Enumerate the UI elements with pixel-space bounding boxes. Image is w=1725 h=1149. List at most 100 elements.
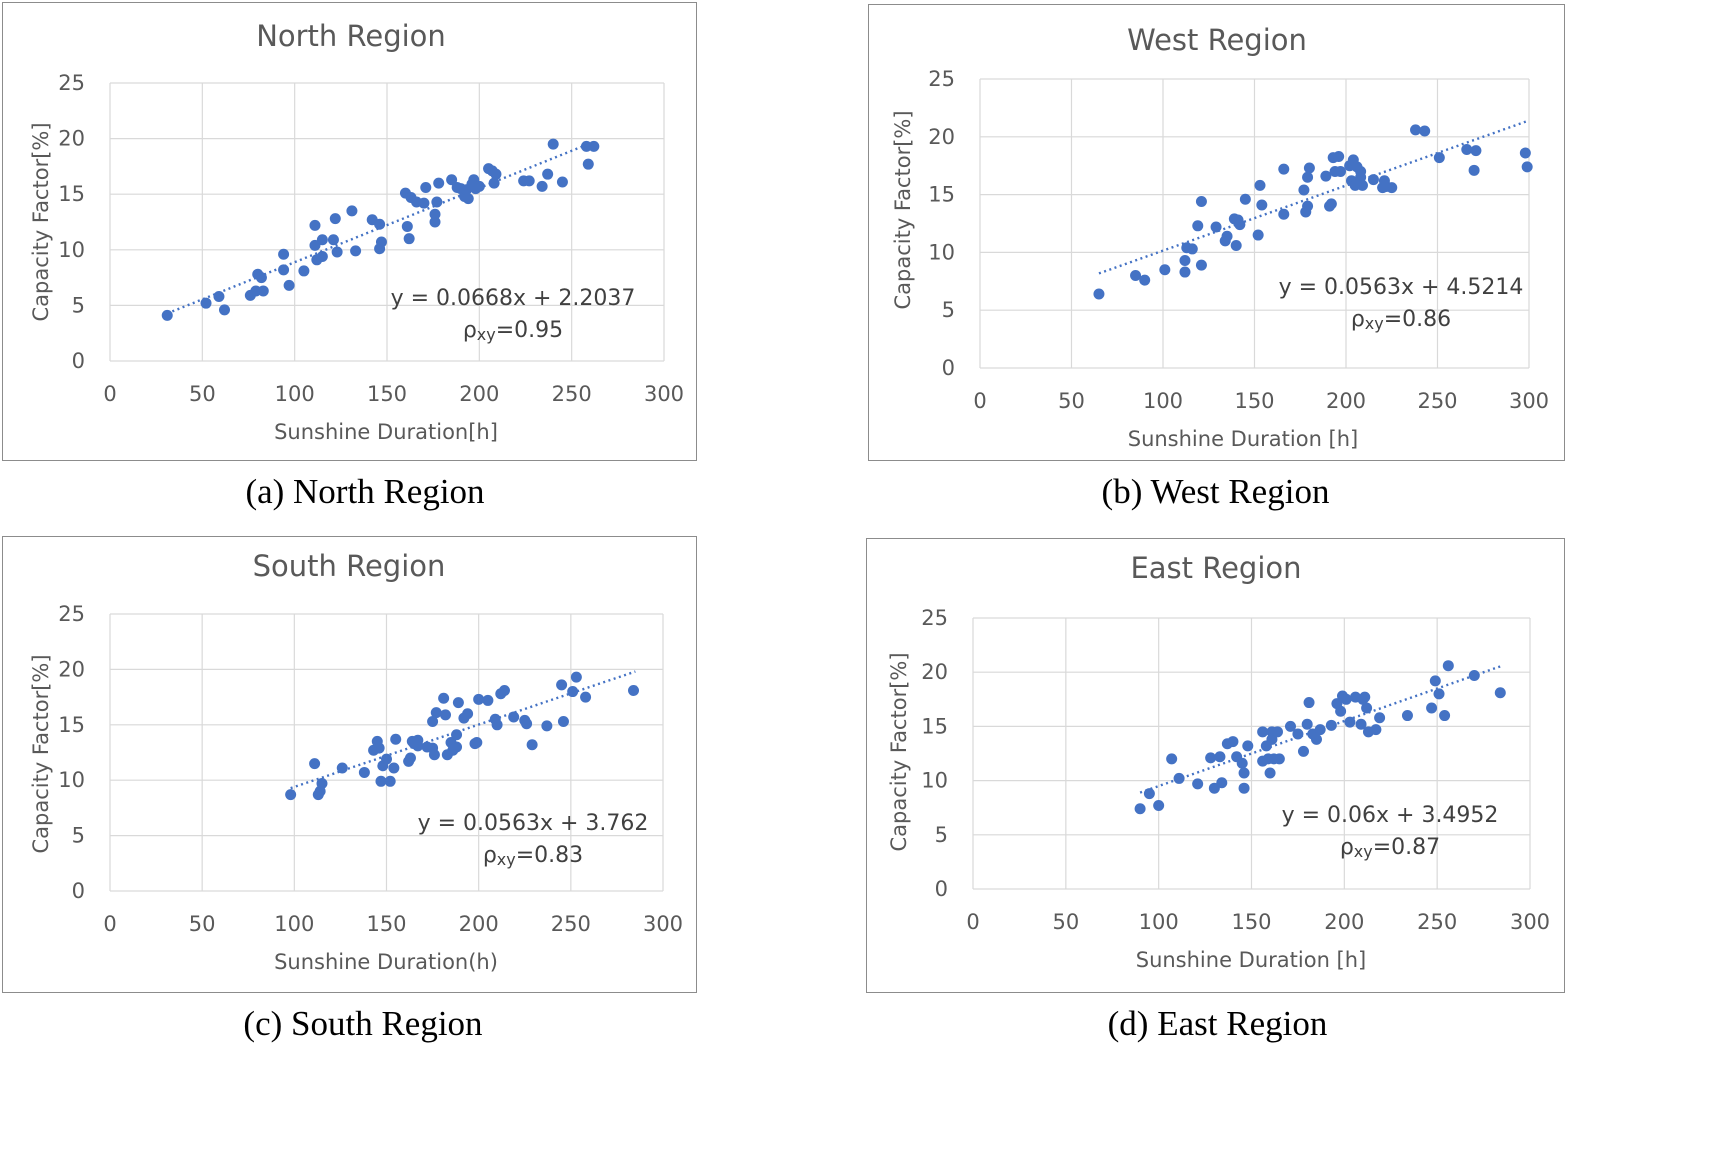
x-tick-label: 250: [552, 382, 592, 406]
data-point: [1370, 724, 1382, 736]
chart-title: East Region: [1130, 551, 1301, 585]
data-point: [433, 177, 445, 189]
data-point: [1173, 772, 1185, 784]
x-tick-label: 250: [1417, 910, 1457, 934]
data-point: [375, 775, 387, 787]
y-tick-label: 5: [942, 298, 955, 322]
x-tick-label: 100: [274, 912, 314, 936]
data-point: [1139, 274, 1151, 286]
data-point: [542, 168, 554, 180]
x-tick-label: 150: [1231, 910, 1271, 934]
y-tick-label: 0: [72, 349, 85, 373]
data-point: [1256, 199, 1268, 211]
data-point: [628, 684, 640, 696]
scatter-chart-north: North Region 0 50 100 150 200 250 300 0 5 10 15 20 25…: [29, 19, 684, 444]
data-point: [1521, 161, 1533, 173]
data-point: [1242, 740, 1254, 752]
data-point: [381, 753, 392, 765]
y-tick-label: 20: [58, 657, 85, 681]
correlation-label: ρxy=0.87: [1340, 835, 1440, 861]
data-point: [491, 719, 503, 731]
y-tick-label: 5: [72, 824, 85, 848]
y-tick-label: 15: [58, 713, 85, 737]
data-point: [390, 733, 402, 745]
data-point: [556, 679, 568, 691]
chart-panel-east: East Region 0 50 100 150 200 250 300 0 5 10 15 20 25 S…: [866, 538, 1565, 993]
data-point: [1266, 733, 1278, 745]
x-tick-label: 200: [1326, 389, 1366, 413]
correlation-label: ρxy=0.95: [463, 318, 563, 344]
data-point: [1468, 669, 1480, 681]
data-point: [375, 236, 387, 248]
x-axis-label: Sunshine Duration [h]: [1128, 427, 1359, 451]
data-point: [1519, 147, 1531, 159]
data-point: [588, 140, 600, 152]
x-tick-label: 200: [459, 912, 499, 936]
data-point: [451, 729, 463, 741]
y-tick-label: 10: [928, 240, 955, 264]
data-point: [523, 175, 535, 187]
data-point: [1216, 777, 1228, 789]
x-tick-label: 150: [366, 912, 406, 936]
x-tick-label: 0: [973, 389, 986, 413]
data-point: [1386, 182, 1398, 194]
x-tick-label: 100: [275, 382, 315, 406]
data-point: [213, 291, 225, 303]
data-point: [1134, 803, 1146, 815]
data-point: [1335, 705, 1347, 717]
y-tick-label: 5: [72, 293, 85, 317]
data-point: [1236, 757, 1248, 769]
data-point: [1335, 165, 1347, 177]
x-tick-label: 300: [1510, 910, 1550, 934]
x-tick-label: 150: [1234, 389, 1274, 413]
x-tick-label: 250: [1417, 389, 1457, 413]
scatter-chart-east: East Region 0 50 100 150 200 250 300 0 5 10 15 20 25 S…: [887, 551, 1550, 972]
y-tick-label: 25: [928, 67, 955, 91]
caption-east: (d) East Region: [1107, 1004, 1328, 1043]
data-point: [1273, 753, 1285, 765]
data-point: [1257, 726, 1269, 738]
data-point: [1344, 716, 1356, 728]
data-point: [1252, 229, 1264, 241]
x-tick-label: 0: [966, 910, 979, 934]
y-axis-label: Capacity Factor[%]: [887, 652, 911, 851]
data-point: [1401, 710, 1413, 722]
data-point: [1278, 163, 1290, 175]
data-point: [1230, 239, 1242, 251]
data-point: [278, 248, 290, 260]
data-point: [1093, 288, 1105, 300]
data-point: [1314, 724, 1326, 736]
data-point: [283, 279, 295, 291]
data-point: [1179, 266, 1191, 278]
data-point: [488, 177, 500, 189]
data-point: [429, 208, 441, 220]
scatter-chart-south: South Region 0 50 100 150 200 250 300 0 5 10 15 20 25…: [29, 549, 683, 974]
chart-panel-north: North Region 0 50 100 150 200 250 300 0 5 10 15 20 25…: [2, 2, 697, 461]
data-point: [541, 720, 553, 732]
regression-equation: y = 0.0563x + 3.762: [418, 811, 649, 836]
data-point: [404, 752, 416, 764]
data-point: [1374, 712, 1386, 724]
data-point: [567, 686, 579, 698]
regression-equation: y = 0.0668x + 2.2037: [391, 286, 636, 311]
data-point: [1355, 718, 1367, 730]
data-point: [327, 234, 339, 246]
data-point: [1470, 145, 1482, 157]
y-tick-label: 25: [921, 606, 948, 630]
data-point: [278, 264, 290, 276]
caption-west: (b) West Region: [1101, 472, 1330, 511]
data-point: [521, 718, 533, 730]
y-tick-label: 10: [58, 238, 85, 262]
data-point: [1205, 752, 1217, 764]
data-point: [1221, 230, 1233, 242]
data-point: [439, 709, 451, 721]
data-point: [429, 216, 441, 228]
data-point: [490, 168, 502, 180]
data-point: [452, 697, 464, 709]
data-point: [331, 246, 343, 258]
x-tick-label: 300: [643, 912, 683, 936]
data-point: [1325, 719, 1337, 731]
data-point: [482, 694, 494, 706]
data-point: [1429, 675, 1441, 687]
data-point: [1210, 221, 1222, 233]
